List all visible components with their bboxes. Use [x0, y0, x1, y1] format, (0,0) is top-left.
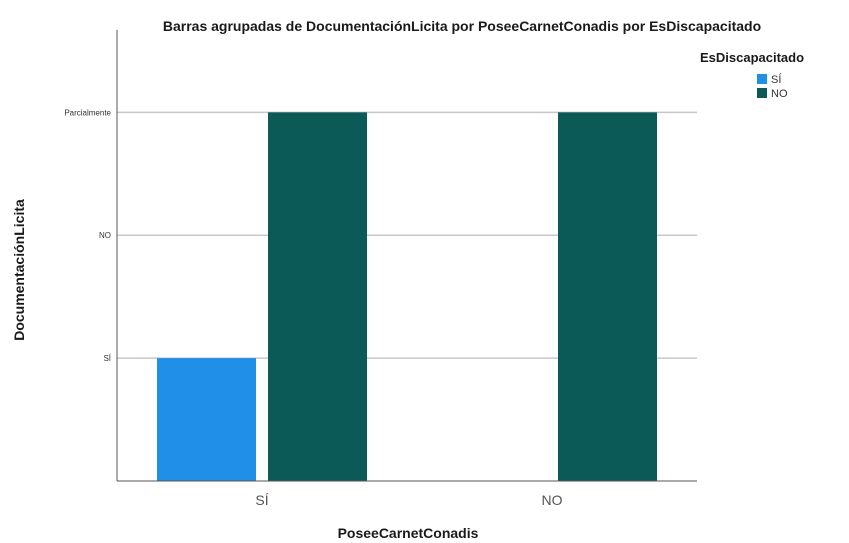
legend: EsDiscapacitado SÍ NO: [700, 50, 804, 100]
x-tick-label: NO: [542, 492, 563, 508]
x-axis-title: PoseeCarnetConadis: [338, 525, 479, 541]
y-tick-label: NO: [99, 231, 111, 240]
y-tick-labels: SÍ NO Parcialmente: [64, 108, 111, 363]
legend-label: NO: [771, 88, 788, 100]
bar: [558, 112, 657, 482]
bars: [157, 112, 657, 482]
x-tick-label: SÍ: [255, 492, 268, 508]
legend-swatch: [757, 74, 767, 84]
bar: [268, 112, 367, 482]
chart-title: Barras agrupadas de DocumentaciónLicita …: [163, 18, 761, 34]
y-tick-label: SÍ: [103, 354, 111, 363]
y-axis-title: DocumentaciónLicita: [11, 199, 27, 341]
legend-title: EsDiscapacitado: [700, 50, 804, 65]
legend-label: SÍ: [771, 73, 782, 86]
legend-swatch: [757, 88, 767, 98]
y-tick-label: Parcialmente: [64, 108, 111, 117]
bar: [157, 358, 256, 481]
x-tick-labels: SÍ NO: [255, 492, 562, 508]
